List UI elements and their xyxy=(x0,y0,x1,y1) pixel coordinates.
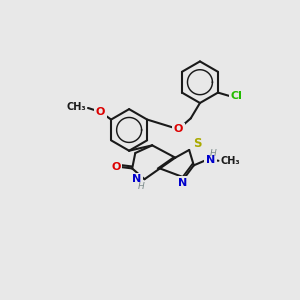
Text: N: N xyxy=(132,174,141,184)
Text: S: S xyxy=(193,136,202,149)
Text: O: O xyxy=(174,124,183,134)
Text: H: H xyxy=(138,182,145,191)
Text: O: O xyxy=(174,124,183,134)
Text: N: N xyxy=(178,178,188,188)
Text: CH₃: CH₃ xyxy=(67,102,86,112)
Text: Cl: Cl xyxy=(230,92,242,101)
Text: CH₃: CH₃ xyxy=(221,156,240,166)
Text: O: O xyxy=(111,162,121,172)
Text: N: N xyxy=(206,155,215,165)
Text: O: O xyxy=(96,107,105,117)
Text: H: H xyxy=(210,149,217,158)
